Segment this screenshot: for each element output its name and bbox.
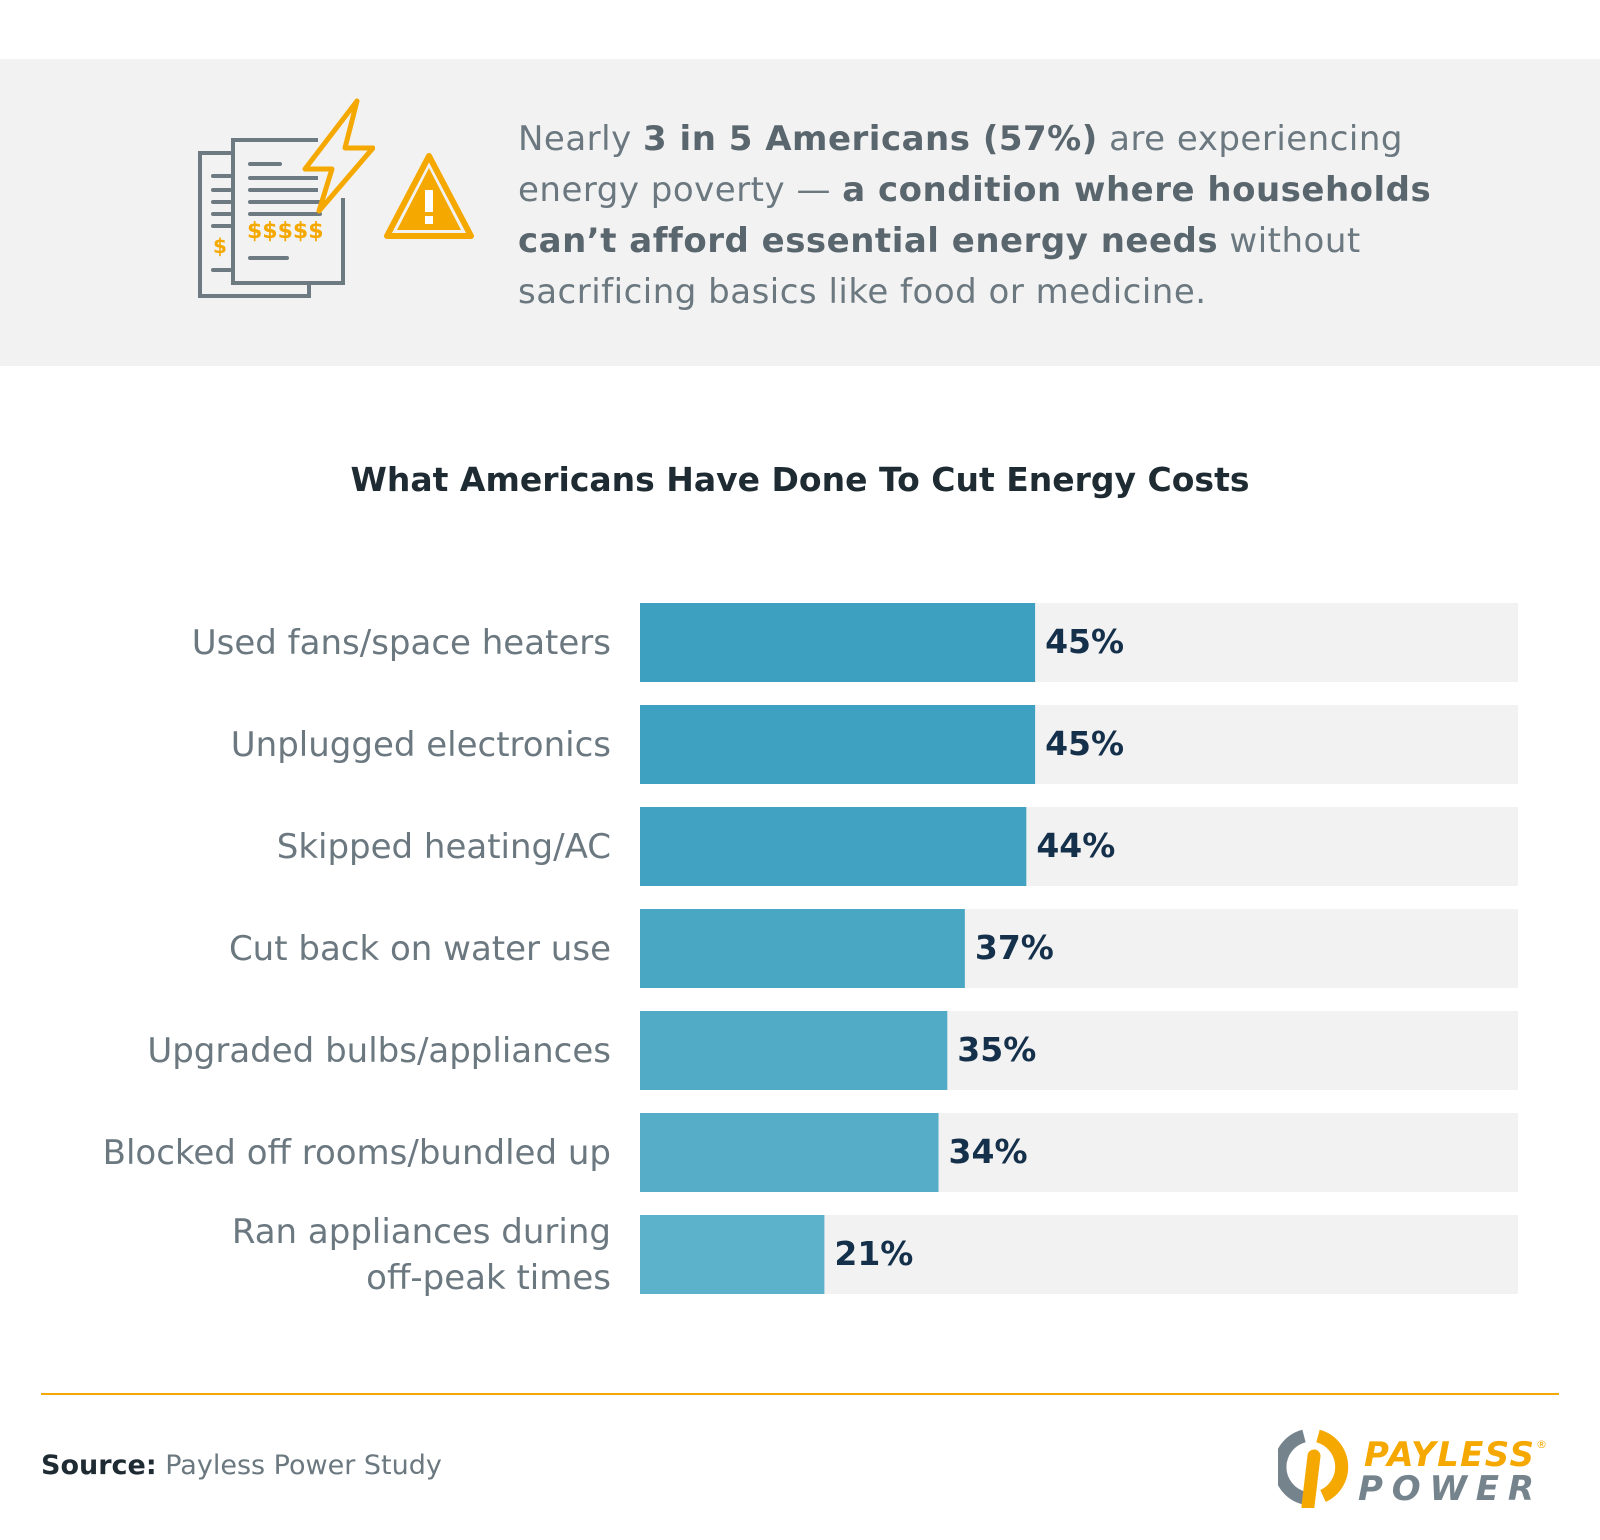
svg-text:$: $ xyxy=(213,234,227,258)
intro-seg: Nearly xyxy=(518,119,644,159)
value-label: 37% xyxy=(974,928,1054,967)
value-label: 45% xyxy=(1045,622,1125,661)
value-label: 21% xyxy=(834,1234,914,1273)
chart-title: What Americans Have Done To Cut Energy C… xyxy=(350,460,1250,499)
payless-power-logo: PAYLESS POWER ® xyxy=(1278,1429,1547,1508)
category-label: Cut back on water use xyxy=(228,928,611,969)
bar xyxy=(640,1011,948,1090)
bar-chart xyxy=(640,603,1518,1294)
intro-seg: without sacrificing basics like food or … xyxy=(518,221,1361,312)
bar xyxy=(640,807,1027,886)
category-label: Ran appliances during off-peak times xyxy=(231,1211,611,1298)
bar xyxy=(640,1113,939,1192)
bar xyxy=(640,909,965,988)
svg-text:$$$$$: $$$$$ xyxy=(247,219,324,244)
warning-icon xyxy=(384,153,474,239)
category-label: Skipped heating/AC xyxy=(276,826,611,867)
source-label: Source: xyxy=(41,1450,157,1481)
value-label: 45% xyxy=(1045,724,1125,763)
category-label: Upgraded bulbs/appliances xyxy=(147,1030,611,1071)
bar xyxy=(640,603,1036,682)
intro-seg-bold: a condition where households can’t affor… xyxy=(518,170,1432,261)
svg-text:®: ® xyxy=(1536,1438,1547,1451)
source-note: Source: Payless Power Study xyxy=(41,1450,442,1481)
category-label: Unplugged electronics xyxy=(230,724,611,765)
bar xyxy=(640,705,1036,784)
bar xyxy=(640,1215,825,1294)
intro-text: Nearly 3 in 5 Americans (57%) are experi… xyxy=(518,114,1518,318)
category-label: Blocked off rooms/bundled up xyxy=(102,1132,611,1173)
category-label: Used fans/space heaters xyxy=(191,622,611,663)
divider xyxy=(41,1393,1559,1395)
value-label: 44% xyxy=(1036,826,1116,865)
value-label: 35% xyxy=(957,1030,1037,1069)
source-text: Payless Power Study xyxy=(156,1450,442,1481)
intro-seg-bold: 3 in 5 Americans (57%) xyxy=(643,119,1098,159)
bills-lightning-icon: $$$$$ $ xyxy=(198,98,375,298)
value-label: 34% xyxy=(948,1132,1028,1171)
intro-seg: are experiencing energy poverty — xyxy=(518,119,1403,210)
svg-text:PAYLESS: PAYLESS xyxy=(1364,1435,1534,1475)
